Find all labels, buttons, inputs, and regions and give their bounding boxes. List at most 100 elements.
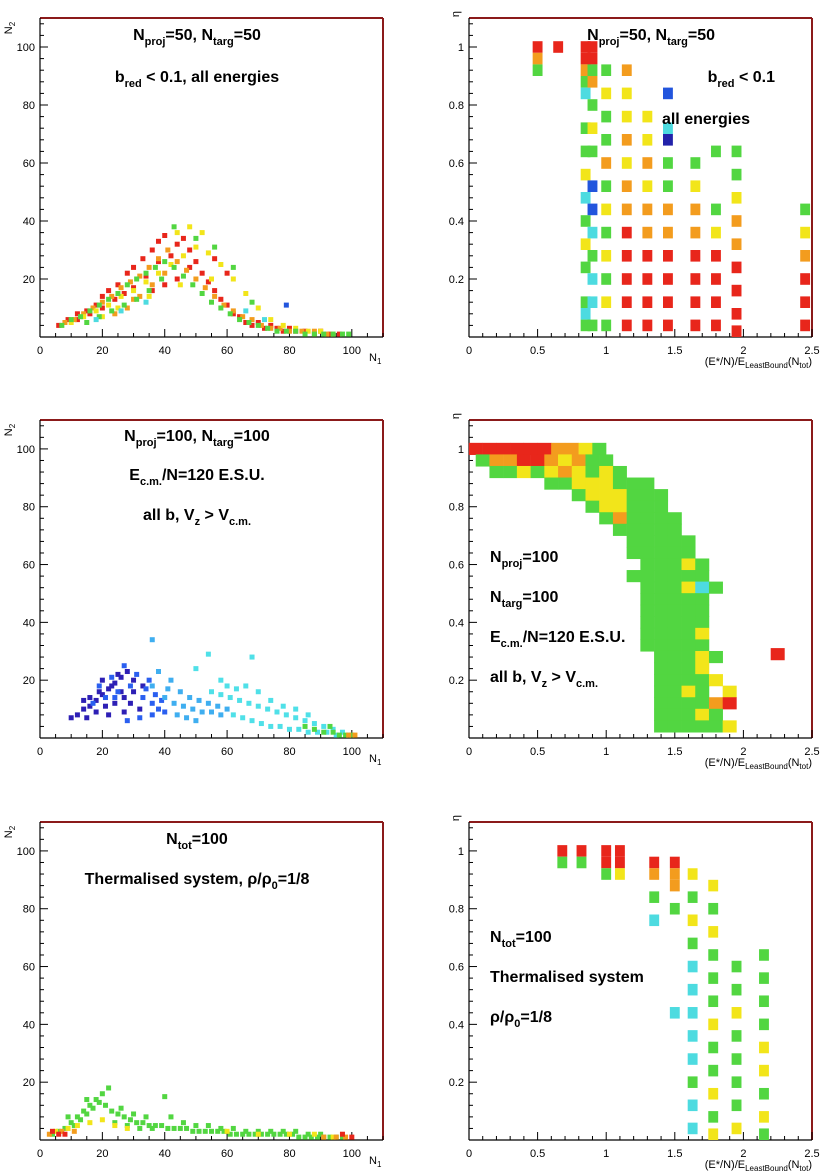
data-point-green: [171, 224, 177, 230]
y-tick-label: 40: [23, 216, 35, 228]
x-tick-label: 40: [159, 746, 171, 758]
heatmap-cell: [640, 546, 655, 560]
heatmap-cell: [580, 64, 591, 76]
heatmap-cell: [687, 914, 698, 927]
data-point-cyan: [280, 703, 286, 709]
panel-p6: 0 0.5 1 1.5 2 2.5 0.2 0.4 0.6 0.8 1 (E*/N)/ELeastBo…: [449, 815, 820, 1173]
data-point-red: [143, 273, 149, 279]
x-tick-label: 1: [603, 345, 609, 357]
data-point-green: [124, 1123, 130, 1129]
data-point-darkblue: [84, 715, 90, 721]
heatmap-cell: [708, 1041, 719, 1054]
data-point-lightblue: [162, 695, 168, 701]
data-point-red: [193, 259, 199, 265]
data-point-red: [62, 1131, 68, 1137]
heatmap-cell: [578, 442, 593, 455]
data-point-cyan: [237, 697, 243, 703]
heatmap-cell: [708, 1087, 719, 1100]
data-point-yellow: [74, 1123, 80, 1129]
heatmap-cell: [731, 261, 742, 274]
data-point-green: [330, 331, 336, 337]
y-tick-label: 0.6: [449, 158, 464, 170]
data-point-green: [84, 1097, 90, 1103]
heatmap-cell: [601, 110, 612, 123]
heatmap-cell: [612, 465, 627, 479]
data-point-blue: [149, 712, 155, 718]
data-point-orange: [71, 317, 77, 323]
data-point-green: [121, 302, 127, 308]
data-point-darkblue: [74, 712, 80, 718]
data-point-darkblue: [112, 680, 118, 686]
heatmap-cell: [667, 616, 682, 629]
heatmap-cell: [601, 226, 612, 239]
data-point-lightblue: [180, 703, 186, 709]
data-point-green: [81, 1108, 87, 1114]
data-point-cyan: [296, 726, 302, 732]
heatmap-cell: [489, 465, 504, 479]
data-point-lightblue: [218, 712, 224, 718]
heatmap-cell: [687, 1053, 698, 1065]
heatmap-cell: [695, 697, 710, 710]
heatmap-cell: [621, 296, 632, 308]
data-point-red: [212, 256, 218, 262]
heatmap-cell: [687, 937, 698, 950]
data-point-red: [49, 1128, 55, 1134]
y-tick-label: 0.8: [449, 100, 464, 112]
x-axis-label: (E*/N)/ELeastBound(Ntot): [705, 757, 812, 771]
data-point-blue: [137, 715, 143, 721]
data-point-green: [339, 331, 345, 337]
data-point-red: [155, 259, 161, 265]
data-point-lightblue: [209, 709, 214, 715]
data-point-red: [174, 276, 180, 282]
x-axis-label: N1: [369, 1155, 382, 1169]
data-point-cyan: [293, 715, 299, 721]
heatmap-cell: [731, 284, 742, 297]
annotation-text: all energies: [662, 111, 750, 128]
data-point-darkblue: [96, 689, 102, 695]
heatmap-cell: [580, 308, 591, 320]
data-point-red: [121, 291, 127, 296]
heatmap-cell: [585, 477, 600, 490]
data-point-darkblue: [121, 695, 127, 701]
data-point-green: [68, 317, 74, 323]
heatmap-cell: [654, 674, 669, 687]
data-point-green: [102, 1102, 108, 1108]
heatmap-cell: [667, 708, 682, 721]
y-tick-label: 100: [17, 444, 35, 456]
heatmap-cell: [640, 558, 655, 571]
heatmap-cell: [681, 685, 696, 698]
data-point-orange: [286, 328, 292, 334]
data-point-green: [305, 1131, 311, 1137]
heatmap-cell: [530, 465, 545, 479]
data-point-blue: [112, 695, 118, 701]
data-point-green: [171, 1125, 177, 1131]
data-point-darkblue: [121, 709, 127, 715]
heatmap-cell: [800, 250, 811, 262]
heatmap-cell: [642, 250, 653, 262]
data-point-blue: [140, 695, 146, 701]
heatmap-cell: [571, 465, 586, 479]
data-point-yellow: [224, 1128, 230, 1134]
data-point-blue: [149, 700, 155, 706]
data-point-green: [84, 1111, 90, 1117]
data-point-cyan: [249, 718, 255, 724]
y-axis-label: η: [450, 413, 462, 419]
data-point-red: [74, 311, 80, 317]
heatmap-cell: [695, 685, 710, 698]
data-point-cyan: [330, 726, 336, 732]
heatmap-cell: [599, 512, 614, 525]
data-point-green: [218, 305, 224, 311]
x-tick-label: 40: [159, 1148, 171, 1160]
heatmap-cell: [585, 465, 600, 479]
heatmap-cell: [663, 250, 673, 262]
x-tick-label: 0: [466, 345, 472, 357]
data-point-green: [302, 723, 308, 729]
heatmap-cell: [626, 489, 641, 502]
data-point-green: [218, 1125, 224, 1131]
data-point-blue: [134, 671, 140, 677]
x-axis-label: (E*/N)/ELeastBound(Ntot): [705, 356, 812, 370]
heatmap-cell: [687, 891, 698, 903]
heatmap-cell: [640, 593, 655, 606]
heatmap-cell: [667, 512, 682, 525]
heatmap-cell: [592, 442, 607, 455]
